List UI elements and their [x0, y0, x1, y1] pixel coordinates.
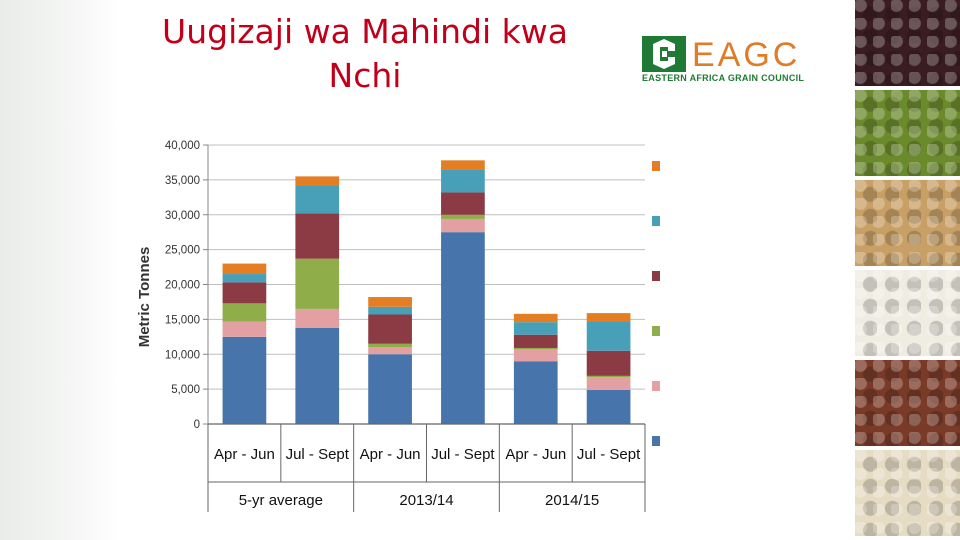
- bar-segment-mozambique: [513, 347, 558, 350]
- bar-segment-zimbabwe: [295, 176, 340, 186]
- bar-segment-tanzania: [222, 282, 267, 304]
- y-tick-label: 0: [194, 419, 200, 431]
- group-label: 5-yr average: [239, 492, 323, 509]
- title-line-1: Uugizaji wa Mahindi kwa: [162, 12, 568, 51]
- bar-segment-zambia: [295, 185, 340, 214]
- logo-text: EAGC: [692, 36, 800, 74]
- eagc-logo: EAGC: [642, 36, 800, 74]
- bar-segment-drc: [441, 218, 485, 233]
- black-bean-tile: [855, 0, 960, 86]
- bar-segment-malawi: [513, 361, 558, 424]
- x-tick-label: Apr - Jun: [360, 446, 421, 463]
- legend: ZimbabweZambiaTanzaniaMozambiqueDRCMalaw…: [652, 161, 660, 446]
- y-tick-label: 20,000: [165, 280, 200, 292]
- y-tick-label: 35,000: [165, 175, 200, 187]
- y-axis-label: Metric Tonnes: [136, 247, 153, 348]
- x-tick-label: Apr - Jun: [214, 446, 275, 463]
- grid: [208, 144, 645, 425]
- legend-swatch-drc: [652, 381, 660, 391]
- y-tick-label: 15,000: [165, 314, 200, 326]
- grain-council-logo-icon: [642, 36, 686, 72]
- white-maize-tile: [855, 450, 960, 536]
- bar-segment-tanzania: [441, 192, 485, 215]
- slide-title: Uugizaji wa Mahindi kwa Nchi: [95, 10, 635, 98]
- bar-segment-malawi: [368, 354, 412, 424]
- legend-swatch-malawi: [652, 436, 660, 446]
- mung-bean-tile: [855, 90, 960, 176]
- stacked-bar-chart: Metric Tonnes 0 5,000 10,000 15,000 20,000 25…: [120, 112, 660, 522]
- y-tick-label: 10,000: [165, 349, 200, 361]
- bar-segment-zimbabwe: [586, 313, 631, 322]
- bar-segment-mozambique: [586, 375, 631, 378]
- y-tick-label: 25,000: [165, 245, 200, 257]
- bar-segment-zimbabwe: [368, 297, 412, 307]
- x-tick-label: Jul - Sept: [577, 446, 641, 463]
- legend-swatch-tanzania: [652, 271, 660, 281]
- axes: 0 5,000 10,000 15,000 20,000 25,000 30,000 35,0…: [165, 140, 646, 512]
- y-tick-label: 40,000: [165, 140, 200, 152]
- bar-segment-zambia: [222, 274, 267, 283]
- bar-segment-tanzania: [368, 314, 412, 344]
- title-line-2: Nchi: [328, 56, 402, 95]
- bar-segment-zimbabwe: [441, 160, 485, 170]
- bar-segment-drc: [222, 321, 267, 337]
- bar-segment-zambia: [586, 321, 631, 351]
- bar-segment-zambia: [513, 322, 558, 335]
- bar-segment-drc: [368, 347, 412, 355]
- legend-swatch-mozambique: [652, 326, 660, 336]
- wheat-tile: [855, 180, 960, 266]
- bar-segment-mozambique: [295, 258, 340, 309]
- bar-segment-drc: [295, 308, 340, 328]
- bar-segment-tanzania: [586, 350, 631, 376]
- legend-swatch-zambia: [652, 216, 660, 226]
- y-tick-label: 5,000: [171, 384, 200, 396]
- bar-segment-malawi: [295, 327, 340, 424]
- rice-tile: [855, 270, 960, 356]
- bar-segment-mozambique: [368, 343, 412, 348]
- background-fade: [0, 0, 120, 540]
- bar-segment-drc: [513, 349, 558, 362]
- bar-segment-mozambique: [222, 303, 267, 322]
- bar-segment-zimbabwe: [513, 313, 558, 323]
- group-label: 2014/15: [545, 492, 599, 509]
- kidney-bean-tile: [855, 360, 960, 446]
- bars: [222, 160, 631, 424]
- bar-segment-drc: [586, 377, 631, 390]
- x-tick-label: Jul - Sept: [431, 446, 495, 463]
- grain-photo-strip: [855, 0, 960, 540]
- group-label: 2013/14: [399, 492, 453, 509]
- bar-segment-malawi: [222, 336, 267, 424]
- bar-segment-tanzania: [513, 334, 558, 348]
- bar-segment-zimbabwe: [222, 263, 267, 275]
- legend-swatch-zimbabwe: [652, 161, 660, 171]
- bar-segment-malawi: [586, 389, 631, 424]
- y-tick-label: 30,000: [165, 210, 200, 222]
- bar-segment-malawi: [441, 232, 485, 424]
- bar-segment-mozambique: [441, 214, 485, 219]
- bar-segment-zambia: [368, 306, 412, 315]
- bar-segment-zambia: [441, 169, 485, 193]
- bar-segment-tanzania: [295, 213, 340, 259]
- x-tick-label: Apr - Jun: [505, 446, 566, 463]
- logo-caption: EASTERN AFRICA GRAIN COUNCIL: [642, 73, 805, 83]
- x-tick-label: Jul - Sept: [286, 446, 350, 463]
